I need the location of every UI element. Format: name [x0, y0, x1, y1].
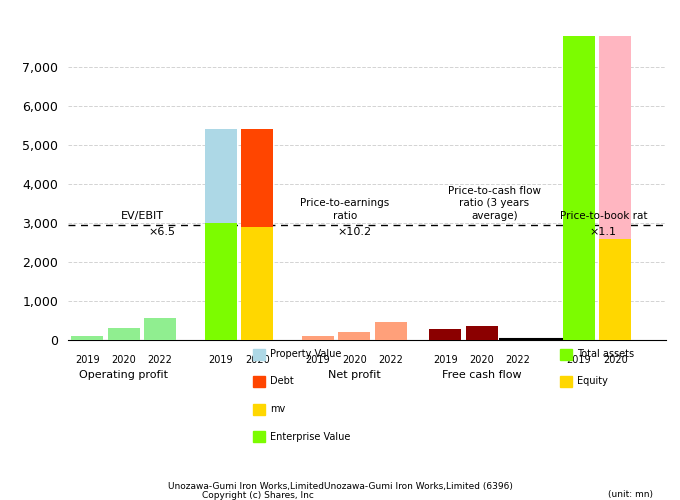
Text: 2020: 2020: [245, 355, 269, 365]
Text: Property Value: Property Value: [271, 349, 342, 359]
Bar: [563, 36, 595, 340]
Text: Free cash flow: Free cash flow: [442, 370, 522, 380]
Text: ×6.5: ×6.5: [148, 226, 175, 236]
Bar: [205, 130, 237, 223]
Text: Price-to-cash flow
ratio (3 years
average): Price-to-cash flow ratio (3 years averag…: [448, 186, 541, 220]
Text: Enterprise Value: Enterprise Value: [271, 432, 351, 442]
Text: Total assets: Total assets: [577, 349, 634, 359]
Bar: [502, 339, 534, 340]
Text: Copyright (c) Shares, Inc: Copyright (c) Shares, Inc: [203, 490, 314, 500]
Text: 2019: 2019: [433, 355, 458, 365]
Text: 2019: 2019: [75, 355, 99, 365]
Text: Net profit: Net profit: [328, 370, 381, 380]
Text: (unit: mn): (unit: mn): [608, 490, 653, 500]
Text: Price-to-book rat: Price-to-book rat: [560, 210, 647, 220]
Text: mv: mv: [271, 404, 286, 414]
Text: 2022: 2022: [378, 355, 403, 365]
Bar: [241, 130, 273, 227]
Text: 2022: 2022: [506, 355, 530, 365]
Bar: [339, 332, 371, 340]
Text: 2020: 2020: [112, 355, 136, 365]
Bar: [107, 328, 139, 340]
Bar: [599, 36, 631, 238]
Bar: [466, 326, 498, 340]
Text: EV/EBIT: EV/EBIT: [121, 211, 165, 221]
Text: Debt: Debt: [271, 376, 294, 386]
Bar: [241, 227, 273, 340]
Bar: [302, 336, 334, 340]
Text: 2020: 2020: [603, 355, 628, 365]
Bar: [144, 318, 176, 340]
Text: 2020: 2020: [342, 355, 367, 365]
Text: 2020: 2020: [469, 355, 494, 365]
Text: 2019: 2019: [306, 355, 330, 365]
Bar: [375, 322, 407, 340]
Text: ×1.1: ×1.1: [590, 226, 617, 236]
Bar: [71, 336, 103, 340]
Bar: [429, 330, 461, 340]
Bar: [599, 238, 631, 340]
Bar: [205, 223, 237, 340]
Text: 2019: 2019: [566, 355, 591, 365]
Text: ×10.2: ×10.2: [337, 226, 371, 236]
Text: Operating profit: Operating profit: [79, 370, 168, 380]
Text: 2022: 2022: [148, 355, 173, 365]
Text: 2019: 2019: [209, 355, 233, 365]
Text: Price-to-earnings
ratio: Price-to-earnings ratio: [300, 198, 390, 220]
Text: Unozawa-Gumi Iron Works,LimitedUnozawa-Gumi Iron Works,Limited (6396): Unozawa-Gumi Iron Works,LimitedUnozawa-G…: [167, 482, 513, 491]
Text: Equity: Equity: [577, 376, 608, 386]
